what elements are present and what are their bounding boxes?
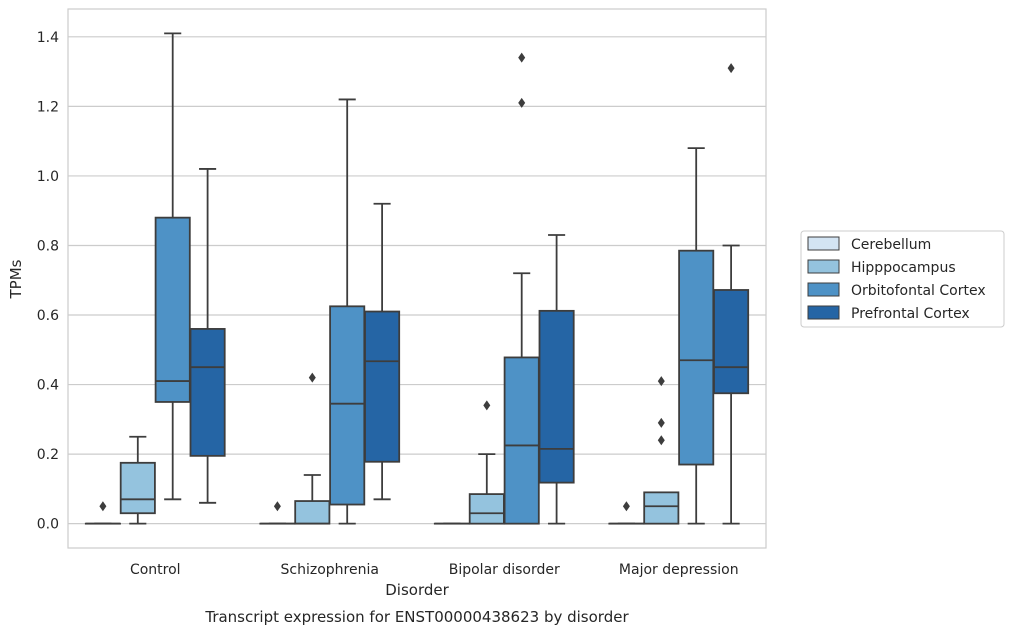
- legend-swatch: [807, 236, 840, 251]
- x-tick-label: Bipolar disorder: [449, 562, 560, 578]
- box-body: [154, 216, 191, 403]
- box-body: [538, 309, 575, 484]
- outlier-point: [657, 417, 665, 428]
- chart-caption: Transcript expression for ENST0000043862…: [204, 608, 629, 626]
- box-2-2: [503, 52, 540, 525]
- box-plots: [84, 32, 750, 525]
- box-2-0: [154, 32, 191, 501]
- box-0-1: [259, 501, 296, 525]
- legend-label: Hipppocampus: [851, 260, 956, 276]
- plot-area-frame: [67, 8, 767, 549]
- box-body: [189, 328, 226, 457]
- box-body: [713, 289, 750, 395]
- box-3-1: [364, 202, 401, 501]
- box-1-2: [468, 400, 505, 525]
- y-tick-label: 1.4: [37, 30, 59, 46]
- x-axis-ticks: Control Schizophrenia Bipolar disorder Majo…: [130, 562, 739, 578]
- outlier-point: [483, 400, 491, 411]
- outlier-point: [657, 376, 665, 387]
- box-0-0: [84, 501, 121, 525]
- outlier-point: [727, 63, 735, 74]
- outlier-point: [99, 501, 107, 512]
- box-body: [678, 249, 715, 466]
- box-0-3: [608, 501, 645, 525]
- box-2-3: [678, 147, 715, 525]
- x-tick-label: Control: [130, 562, 181, 578]
- box-1-3: [643, 376, 680, 525]
- x-tick-label: Schizophrenia: [281, 562, 379, 578]
- box-3-2: [538, 234, 575, 525]
- box-3-3: [713, 63, 750, 525]
- box-1-1: [294, 372, 331, 525]
- outlier-point: [622, 501, 630, 512]
- legend: Cerebellum Hipppocampus Orbitofontal Corte…: [800, 230, 1005, 328]
- y-tick-label: 1.0: [37, 169, 59, 185]
- box-body: [329, 305, 366, 506]
- box-3-0: [189, 168, 226, 504]
- y-tick-label: 0.4: [37, 378, 59, 394]
- outlier-point: [657, 435, 665, 446]
- y-axis-ticks: 0.0 0.2 0.4 0.6 0.8 1.0 1.2 1.4: [37, 30, 59, 533]
- box-2-1: [329, 98, 366, 525]
- y-tick-label: 0.8: [37, 238, 59, 254]
- box-body: [468, 493, 505, 525]
- legend-label: Orbitofontal Cortex: [851, 283, 986, 299]
- y-tick-label: 1.2: [37, 99, 59, 115]
- box-body: [364, 310, 401, 463]
- outlier-point: [273, 501, 281, 512]
- box-body: [294, 500, 331, 525]
- y-axis-label: TPMs: [7, 259, 25, 299]
- legend-label: Cerebellum: [851, 237, 931, 253]
- y-tick-label: 0.0: [37, 517, 59, 533]
- outlier-point: [308, 372, 316, 383]
- legend-swatch: [807, 305, 840, 320]
- x-tick-label: Major depression: [619, 562, 739, 578]
- legend-label: Prefrontal Cortex: [851, 306, 970, 322]
- legend-swatch: [807, 259, 840, 274]
- legend-frame: [800, 230, 1005, 328]
- outlier-point: [518, 52, 526, 63]
- box-body: [503, 356, 540, 525]
- y-tick-label: 0.2: [37, 447, 59, 463]
- box-1-0: [119, 435, 156, 525]
- x-axis-label: Disorder: [385, 581, 449, 599]
- y-tick-label: 0.6: [37, 308, 59, 324]
- outlier-point: [518, 97, 526, 108]
- box-body: [119, 461, 156, 515]
- box-body: [643, 491, 680, 525]
- legend-swatch: [807, 282, 840, 297]
